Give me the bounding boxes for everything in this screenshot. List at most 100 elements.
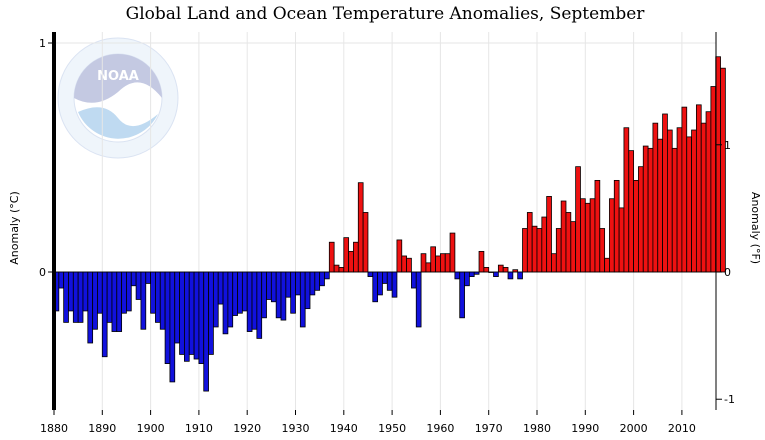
bar-2016 xyxy=(710,86,717,273)
bar-1906 xyxy=(179,271,185,355)
bar-2003 xyxy=(647,147,654,273)
bar-1923 xyxy=(261,271,267,319)
bar-1968 xyxy=(478,250,485,273)
bar-2005 xyxy=(657,138,663,273)
x-tick-label: 1900 xyxy=(137,422,165,435)
y-axis-label-celsius: Anomaly (°C) xyxy=(8,191,21,265)
bar-1940 xyxy=(343,237,350,273)
bar-1948 xyxy=(382,271,388,284)
bar-1907 xyxy=(184,271,190,362)
bar-1942 xyxy=(353,241,359,273)
bar-1944 xyxy=(362,212,369,273)
bar-1982 xyxy=(546,196,552,273)
bar-1974 xyxy=(507,271,514,280)
bar-1973 xyxy=(502,267,509,273)
bar-1881 xyxy=(58,271,65,289)
bar-2013 xyxy=(695,104,702,273)
x-tick-label: 1930 xyxy=(282,422,310,435)
bar-1992 xyxy=(594,179,601,273)
bar-1921 xyxy=(251,271,258,330)
bar-1963 xyxy=(454,271,461,280)
x-tick-label: 1970 xyxy=(475,422,503,435)
bar-1890 xyxy=(101,271,108,358)
bar-1894 xyxy=(121,271,127,314)
bar-1941 xyxy=(348,250,354,273)
bar-1899 xyxy=(145,271,152,284)
bar-1913 xyxy=(212,271,219,328)
bar-2015 xyxy=(705,111,712,273)
bar-1999 xyxy=(628,150,635,273)
y-tick-label: 0 xyxy=(39,266,46,279)
bar-1961 xyxy=(444,253,451,273)
bar-1918 xyxy=(237,271,243,314)
bar-1902 xyxy=(159,271,166,330)
bar-1988 xyxy=(575,166,581,273)
bar-1924 xyxy=(266,271,272,300)
bar-1929 xyxy=(290,271,296,314)
bar-1956 xyxy=(420,253,427,273)
bar-1931 xyxy=(299,271,306,328)
bar-1917 xyxy=(232,271,238,316)
x-tick-label: 1920 xyxy=(233,422,261,435)
bar-1998 xyxy=(623,127,630,273)
bar-2010 xyxy=(681,106,688,273)
bar-1947 xyxy=(377,271,383,296)
bar-1900 xyxy=(150,271,156,314)
x-tick-label: 1890 xyxy=(88,422,116,435)
bar-1935 xyxy=(319,271,325,287)
bar-1937 xyxy=(328,241,335,273)
bar-1904 xyxy=(169,271,176,383)
bar-1959 xyxy=(435,255,441,273)
bar-1990 xyxy=(584,202,591,273)
bar-1993 xyxy=(599,228,606,273)
bar-1939 xyxy=(338,267,345,273)
bar-1950 xyxy=(391,271,398,298)
bar-1949 xyxy=(386,271,393,291)
bar-1910 xyxy=(198,271,205,364)
x-tick-label: 1950 xyxy=(378,422,406,435)
bar-1965 xyxy=(464,271,470,287)
bar-1969 xyxy=(483,267,490,273)
bar-1972 xyxy=(497,264,504,273)
bar-1958 xyxy=(430,246,436,273)
bar-1892 xyxy=(111,271,118,332)
bar-1983 xyxy=(551,253,557,273)
bar-1987 xyxy=(570,221,577,273)
bar-1953 xyxy=(406,257,412,273)
bar-2000 xyxy=(633,179,639,273)
bar-2002 xyxy=(642,145,649,273)
chart-title: Global Land and Ocean Temperature Anomal… xyxy=(126,4,646,24)
x-tick-label: 2010 xyxy=(668,422,696,435)
bar-1952 xyxy=(401,255,407,273)
y2-tick-label: -1 xyxy=(724,393,735,406)
bar-1945 xyxy=(367,271,374,277)
y-tick-label: 1 xyxy=(39,37,46,50)
bar-1901 xyxy=(155,271,161,323)
bar-1898 xyxy=(140,271,147,330)
bar-1883 xyxy=(68,271,74,312)
bar-1897 xyxy=(135,271,142,300)
bar-1887 xyxy=(87,271,94,344)
bar-2009 xyxy=(676,127,683,273)
bar-1895 xyxy=(126,271,132,312)
bar-1946 xyxy=(372,271,379,303)
bar-2014 xyxy=(700,122,707,273)
bar-1957 xyxy=(425,262,432,273)
axes: 0 1 -1 0 1 1880 1890 1900 1910 1920 1930 1940 1950 19… xyxy=(39,32,735,435)
x-tick-label: 1980 xyxy=(523,422,551,435)
bar-2012 xyxy=(691,129,697,273)
x-tick-label: 1940 xyxy=(330,422,358,435)
bar-1989 xyxy=(580,198,586,273)
bar-1891 xyxy=(106,271,113,323)
bar-1962 xyxy=(449,232,456,273)
bar-1903 xyxy=(164,271,171,364)
bar-2006 xyxy=(662,113,668,273)
y2-tick-label: 1 xyxy=(724,139,731,152)
bar-1938 xyxy=(333,264,340,273)
bar-1967 xyxy=(473,271,480,275)
bar-1885 xyxy=(77,271,84,323)
bar-1927 xyxy=(280,271,287,321)
bar-1896 xyxy=(130,271,137,287)
bar-1995 xyxy=(609,198,615,273)
bar-1986 xyxy=(565,212,572,273)
